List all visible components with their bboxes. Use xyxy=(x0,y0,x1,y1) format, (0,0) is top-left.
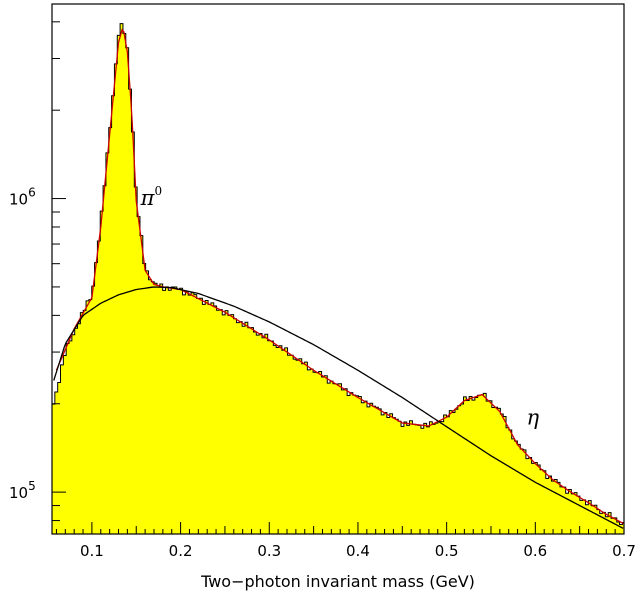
peak-annotation-superscript: 0 xyxy=(154,184,162,198)
x-tick-label: 0.7 xyxy=(612,542,636,560)
y-tick-exponent: 5 xyxy=(28,479,36,493)
x-axis-title: Two−photon invariant mass (GeV) xyxy=(200,572,475,591)
y-tick-label: 106 xyxy=(9,186,36,209)
plot-line-layer xyxy=(51,23,625,535)
axes: 0.1 0.2 0.3 0.4 0.5 0.6 0.7 105 106 xyxy=(9,21,636,560)
x-tick-label: 0.5 xyxy=(435,542,459,560)
peak-annotation: π0 xyxy=(140,184,162,210)
plot-fill-layer xyxy=(52,23,624,535)
x-tick-label: 0.3 xyxy=(257,542,281,560)
x-tick-label: 0.6 xyxy=(523,542,547,560)
x-tick-label: 0.2 xyxy=(169,542,193,560)
peak-annotation: η xyxy=(526,405,539,429)
background-curve xyxy=(53,286,624,529)
x-tick-label: 0.1 xyxy=(80,542,104,560)
y-tick-label: 105 xyxy=(9,479,36,502)
histogram-fill xyxy=(52,23,624,535)
x-tick-label: 0.4 xyxy=(346,542,370,560)
y-tick-exponent: 6 xyxy=(28,186,36,200)
fit-curve xyxy=(55,28,625,525)
plot-frame xyxy=(51,3,625,535)
